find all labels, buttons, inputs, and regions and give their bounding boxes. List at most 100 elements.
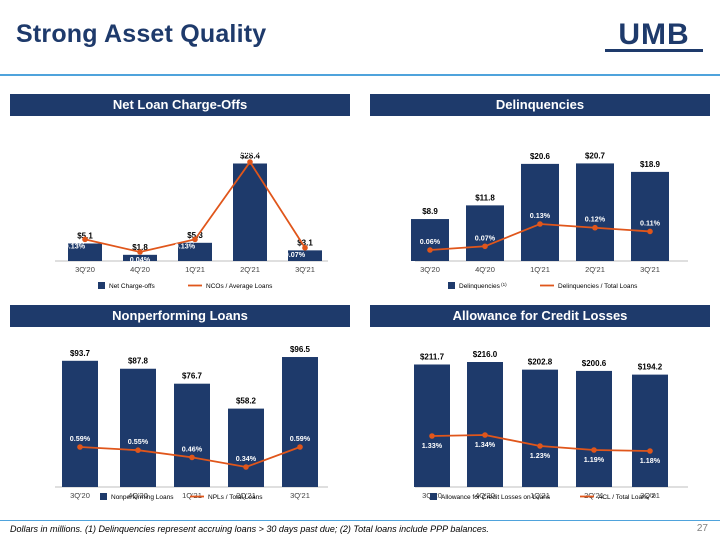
line-value-label: 1.34%: [475, 440, 496, 449]
line-value-label: 1.33%: [422, 441, 443, 450]
allowance-credit-losses-chart: $211.7 $216.0 $202.8 $200.6 $194.2 1.33% 1.34%…: [414, 350, 688, 501]
x-tick-label: 3Q'20: [420, 265, 440, 274]
legend-bar-label: Net Charge-offs: [109, 283, 156, 290]
line-point: [243, 464, 249, 470]
line-value-label: 0.12%: [585, 215, 606, 224]
bar-3Q'21: [631, 171, 669, 261]
x-tick-label: 4Q'20: [475, 491, 495, 500]
legend-bar-label: Allowance for Credit Losses on Loans: [441, 494, 551, 501]
line-point: [647, 448, 653, 454]
bar-4Q'20: [466, 205, 504, 261]
line-value-label: 0.55%: [128, 437, 149, 446]
line-point: [192, 236, 198, 243]
bar-3Q'20: [414, 364, 450, 487]
x-tick-label: 2Q'21: [585, 265, 605, 274]
chart-title: Allowance for Credit Losses: [370, 305, 710, 327]
legend-bar-swatch: [448, 282, 455, 289]
x-tick-label: 2Q'21: [236, 491, 256, 500]
line-value-label: 1.18%: [640, 456, 661, 465]
line-value-label: 0.59%: [70, 434, 91, 443]
bar-value-label: $5.1: [77, 231, 93, 240]
x-tick-label: 4Q'20: [128, 491, 148, 500]
page-title: Strong Asset Quality: [16, 20, 267, 48]
bar-4Q'20: [467, 362, 503, 487]
line-value-label: 0.46%: [182, 444, 203, 453]
line-point: [482, 432, 488, 438]
x-tick-label: 3Q'20: [70, 491, 90, 500]
bar-3Q'21: [282, 357, 318, 487]
legend-bar-swatch: [100, 493, 107, 500]
x-tick-label: 2Q'21: [240, 265, 260, 274]
bar-value-label: $216.0: [473, 350, 498, 359]
legend-line-label: NCOs / Average Loans: [206, 283, 273, 290]
line-value-label: 1.19%: [584, 455, 605, 464]
legend-bar-label: Nonperforming Loans: [111, 494, 174, 501]
page-number: 27: [696, 523, 708, 534]
bar-value-label: $211.7: [420, 352, 445, 361]
legend-bar-swatch: [98, 282, 105, 289]
chart-panel-net-charge-offs: Net Loan Charge-Offs $5.1 $1.8 $5.3 $28.4 $3…: [10, 94, 350, 308]
x-tick-label: 2Q'21: [584, 491, 604, 500]
bar-value-label: $200.6: [582, 359, 607, 368]
bar-value-label: $28.4: [240, 151, 261, 160]
legend-superscript: (1): [500, 282, 507, 287]
line-point: [537, 221, 543, 227]
chart-title: Nonperforming Loans: [10, 305, 350, 327]
line-value-label: 0.06%: [420, 237, 441, 246]
chart-panel-nonperforming-loans: Nonperforming Loans $93.7 $87.8 $76.7 $58.2…: [10, 305, 350, 519]
line-value-label: 0.04%: [130, 255, 151, 264]
bar-value-label: $202.8: [528, 358, 553, 367]
footer-divider: [0, 520, 720, 521]
logo-text: UMB: [618, 18, 689, 48]
bar-value-label: $58.2: [236, 397, 257, 406]
line-point: [647, 228, 653, 235]
bar-value-label: $1.8: [132, 243, 148, 252]
line-value-label: 0.07%: [285, 250, 306, 259]
line-value-label: 0.13%: [65, 241, 86, 250]
bar-value-label: $3.1: [297, 238, 313, 247]
line-point: [537, 443, 543, 449]
bar-2Q'21: [228, 408, 264, 487]
bar-value-label: $96.5: [290, 345, 311, 354]
bar-4Q'20: [123, 254, 157, 261]
line-point: [302, 244, 308, 251]
nonperforming-loans-chart: $93.7 $87.8 $76.7 $58.2 $96.5 0.59% 0.55% 0.46%…: [55, 345, 328, 501]
x-tick-label: 4Q'20: [130, 265, 150, 274]
line-value-label: 0.07%: [475, 233, 496, 242]
bar-3Q'20: [62, 360, 98, 487]
bar-4Q'20: [120, 368, 156, 487]
umb-logo: UMB: [618, 18, 689, 48]
line-value-label: 1.23%: [530, 451, 551, 460]
bar-value-label: $76.7: [182, 372, 203, 381]
bar-value-label: $194.2: [638, 363, 663, 372]
bar-value-label: $20.7: [585, 151, 606, 160]
legend-line-label: ACL / Total Loans (2): [598, 493, 656, 501]
line-point: [427, 247, 433, 253]
bar-1Q'21: [174, 383, 210, 487]
chart-title: Delinquencies: [370, 94, 710, 116]
x-tick-label: 1Q'21: [530, 491, 550, 500]
net-charge-offs-chart: $5.1 $1.8 $5.3 $28.4 $3.1 0.13% 0.04% 0.13% 0.68…: [55, 148, 328, 290]
line-point: [189, 454, 195, 461]
bar-value-label: $87.8: [128, 357, 149, 366]
line-value-label: 0.34%: [236, 454, 257, 463]
x-tick-label: 3Q'21: [640, 265, 660, 274]
line-point: [135, 447, 141, 453]
bar-3Q'20: [411, 219, 449, 261]
logo-underline: [605, 49, 703, 52]
line-point: [137, 249, 143, 255]
bar-value-label: $5.3: [187, 231, 203, 240]
line-point: [591, 447, 597, 453]
bar-value-label: $11.8: [475, 193, 495, 202]
bar-2Q'21: [576, 370, 612, 487]
line-value-label: 0.59%: [290, 434, 311, 443]
line-point: [482, 243, 488, 250]
title-divider: [0, 74, 720, 76]
line-value-label: 0.68%: [240, 148, 261, 157]
bar-3Q'20: [68, 243, 102, 261]
line-point: [429, 433, 435, 439]
legend-line-label: NPLs / Total Loans: [208, 494, 263, 501]
x-tick-label: 3Q'20: [75, 265, 95, 274]
x-tick-label: 3Q'21: [290, 491, 310, 500]
bar-3Q'21: [288, 250, 322, 261]
